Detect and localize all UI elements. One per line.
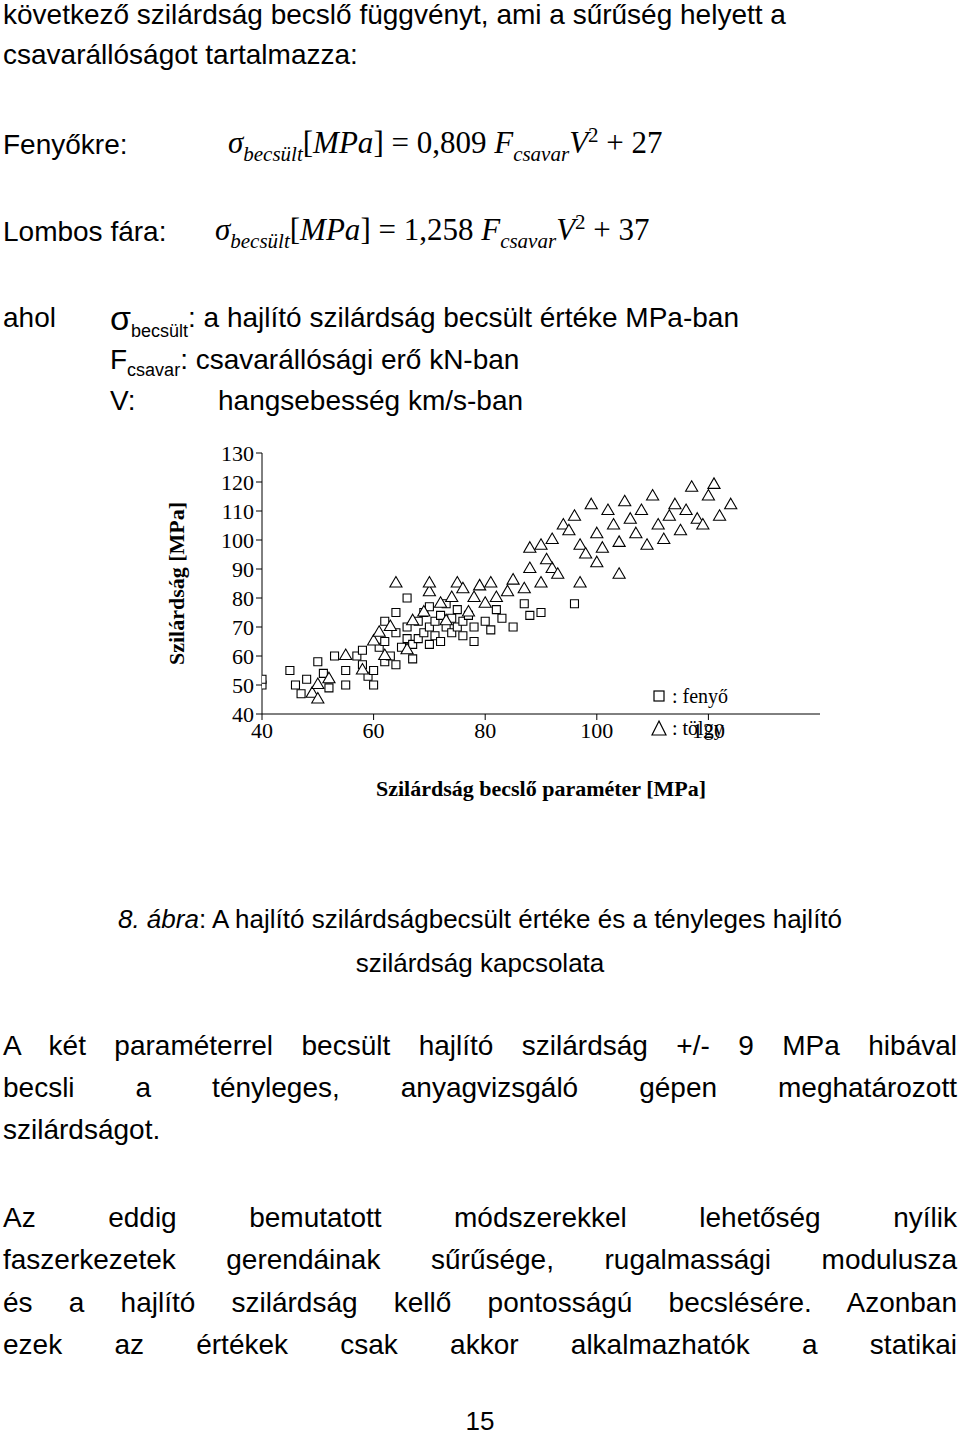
svg-text:70: 70	[232, 615, 254, 640]
svg-text:50: 50	[232, 673, 254, 698]
svg-text:110: 110	[222, 499, 254, 524]
svg-text:40: 40	[232, 702, 254, 727]
svg-text:Szilárdság [MPa]: Szilárdság [MPa]	[164, 502, 189, 665]
svg-text:90: 90	[232, 557, 254, 582]
svg-text:40: 40	[251, 718, 273, 743]
svg-text:130: 130	[221, 441, 254, 466]
svg-text:60: 60	[232, 644, 254, 669]
svg-text:120: 120	[692, 718, 725, 743]
svg-text:120: 120	[221, 470, 254, 495]
svg-text:60: 60	[363, 718, 385, 743]
svg-text:80: 80	[232, 586, 254, 611]
svg-text:80: 80	[474, 718, 496, 743]
svg-text:100: 100	[221, 528, 254, 553]
svg-text:Szilárdság becslő paraméter [M: Szilárdság becslő paraméter [MPa]	[376, 776, 706, 801]
svg-text:100: 100	[580, 718, 613, 743]
